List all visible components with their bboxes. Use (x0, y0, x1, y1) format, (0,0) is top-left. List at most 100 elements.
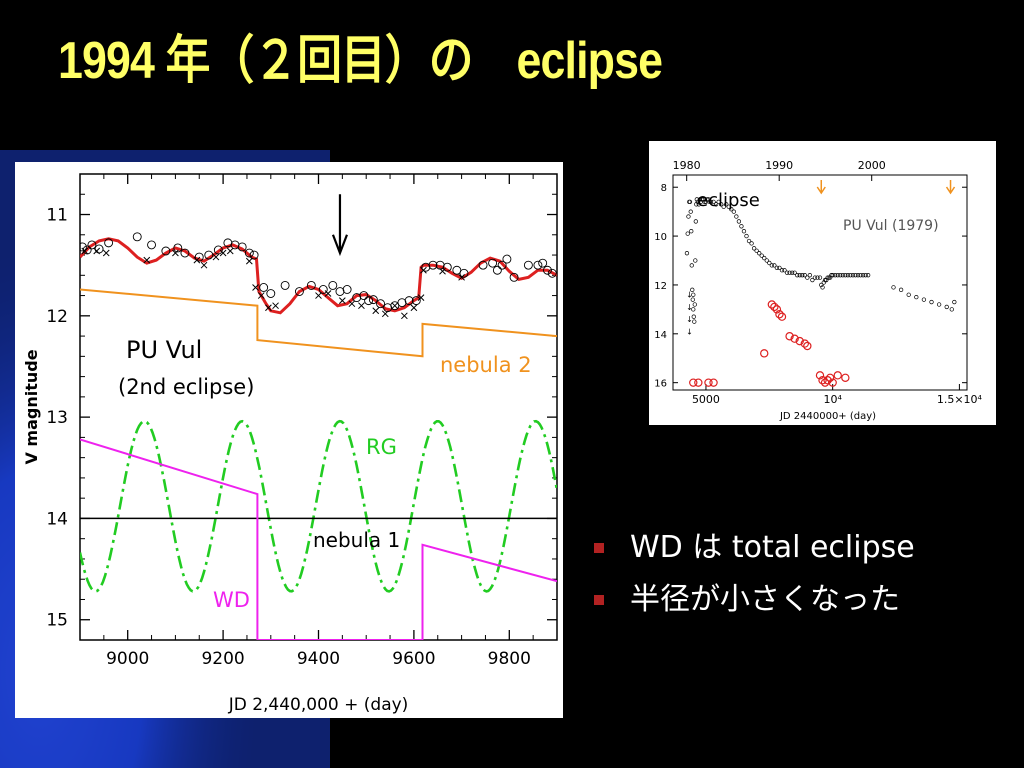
inset-red-point (704, 378, 713, 387)
observed-cross-point (401, 312, 408, 320)
observed-circle-point (459, 268, 469, 278)
rg-label: RG (366, 435, 397, 459)
inset-red-point (760, 349, 769, 358)
inset-upper-limit-arrow-icon: ↓ (686, 303, 693, 312)
observed-cross-point (193, 256, 201, 264)
observed-circle-point (147, 240, 157, 250)
inset-y-tick-label: 16 (654, 379, 667, 390)
x-tick-label: 9200 (201, 649, 244, 669)
observed-cross-point (417, 294, 425, 301)
nebula2-label: nebula 2 (440, 353, 532, 377)
inset-black-point (921, 297, 927, 302)
inset-black-point (825, 275, 830, 280)
observed-circle-point (368, 295, 378, 305)
observed-cross-point (338, 297, 346, 304)
inset-black-point (805, 275, 810, 280)
inset-black-point (693, 219, 698, 224)
inset-red-point (770, 302, 779, 312)
inset-black-point (795, 273, 800, 278)
inset-black-point (713, 202, 719, 207)
chart-subtitle: (2nd eclipse) (118, 375, 254, 399)
observed-cross-point (81, 247, 89, 255)
y-tick-label: 12 (46, 307, 68, 327)
inset-black-point (684, 251, 690, 256)
inset-black-point (721, 204, 726, 209)
inset-black-point (699, 197, 705, 202)
inset-black-point (822, 277, 828, 283)
inset-black-point (914, 295, 919, 300)
plot-frame (79, 173, 558, 641)
observed-cross-point (245, 257, 253, 265)
inset-black-point (824, 277, 829, 283)
inset-top-tick-label: 1980 (673, 159, 701, 172)
observed-cross-point (348, 300, 356, 308)
inset-black-point (690, 287, 695, 292)
observed-cross-point (439, 267, 446, 275)
inset-upper-limit-arrow-icon: ↓ (686, 327, 693, 336)
inset-black-point (724, 202, 729, 207)
inset-red-point (777, 312, 787, 321)
inset-upper-limit-arrow-icon: ↓ (686, 291, 693, 300)
inset-black-point (819, 282, 824, 288)
inset-black-point (754, 248, 759, 253)
inset-black-point (736, 219, 742, 224)
inset-black-point (782, 268, 787, 273)
observed-cross-point (410, 304, 418, 312)
inset-black-point (949, 307, 954, 312)
observed-circle-point (161, 246, 171, 256)
inset-black-point (952, 299, 957, 305)
inset-black-point (838, 273, 843, 278)
inset-top-tick-label: 2000 (858, 159, 886, 172)
observed-circle-point (342, 285, 352, 294)
inset-black-point (711, 199, 716, 205)
inset-black-point (693, 258, 698, 263)
inset-black-point (708, 199, 714, 205)
main-chart-panel: 9000 9200 9400 9600 9800 11 12 13 14 15 JD 2,440,0… (15, 162, 563, 718)
observed-circle-point (180, 248, 190, 258)
observed-circle-point (376, 299, 385, 309)
inset-history-chart: 5000 10⁴ 1.5×10⁴ 1980 1990 2000 8 10 12 14 16 JD 24… (654, 159, 982, 422)
inset-red-point (815, 371, 825, 380)
bullet-item: 半径が小さくなった (594, 574, 915, 626)
inset-black-point (826, 275, 832, 280)
inset-black-point (810, 277, 815, 283)
inset-black-point (769, 263, 774, 268)
eclipse-arrow-icon (331, 194, 348, 257)
inset-x-tick-label: 10⁴ (823, 393, 842, 406)
inset-x-axis-label: JD 2440000+ (day) (779, 411, 876, 422)
inset-black-point (835, 273, 840, 278)
inset-black-point (848, 273, 853, 278)
x-tick-label: 9400 (297, 649, 340, 669)
observed-circle-point (359, 291, 369, 301)
inset-black-point (719, 202, 724, 207)
bullet-square-icon (594, 595, 604, 605)
x-tick-label: 9800 (488, 649, 531, 669)
observed-circle-point (497, 260, 507, 270)
inset-black-point (749, 241, 754, 246)
inset-red-point (785, 332, 794, 341)
observed-circle-point (306, 280, 316, 290)
observed-cross-point (102, 249, 110, 257)
inset-red-point (825, 373, 835, 382)
inset-chart-panel: 5000 10⁴ 1.5×10⁴ 1980 1990 2000 8 10 12 14 16 JD 24… (649, 141, 996, 425)
observed-circle-point (502, 254, 512, 264)
inset-black-point (866, 273, 871, 278)
inset-title: PU Vul (1979) (843, 218, 939, 234)
inset-black-point (843, 273, 848, 278)
x-tick-label: 9600 (392, 649, 435, 669)
inset-black-point (936, 302, 942, 307)
inset-black-point (687, 199, 693, 205)
chart-title: PU Vul (126, 336, 202, 364)
inset-eclipse-arrow-icon (816, 180, 826, 195)
inset-black-point (779, 268, 785, 273)
observed-circle-point (318, 285, 328, 294)
inset-red-point (823, 376, 832, 385)
inset-eclipse-arrow-icon (945, 180, 956, 195)
inset-black-point (800, 273, 805, 278)
observed-cross-point (358, 302, 365, 310)
inset-black-point (802, 273, 807, 278)
inset-black-point (764, 258, 769, 263)
observed-circle-point (194, 252, 204, 262)
inset-plot-frame (672, 174, 968, 391)
inset-black-point (817, 275, 823, 280)
